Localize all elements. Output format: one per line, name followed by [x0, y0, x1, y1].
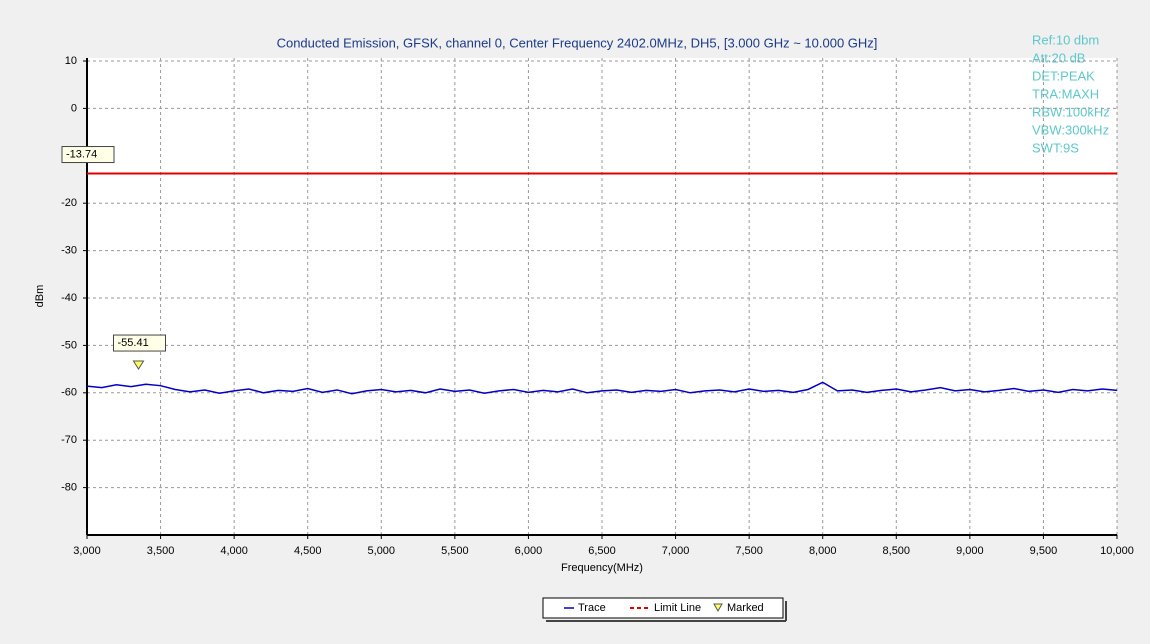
y-tick-label: -30 — [61, 245, 77, 257]
settings-text: SWT:9S — [1032, 140, 1079, 155]
y-axis-label: dBm — [34, 285, 46, 308]
limit-label: -13.74 — [66, 148, 97, 160]
y-tick-label: -80 — [61, 482, 77, 494]
x-tick-label: 6,500 — [588, 545, 616, 557]
legend-label: Limit Line — [654, 602, 701, 614]
y-tick-label: 0 — [71, 102, 77, 114]
x-tick-label: 3,000 — [73, 545, 101, 557]
settings-text: DET:PEAK — [1032, 68, 1095, 83]
settings-text: TRA:MAXH — [1032, 86, 1099, 101]
x-tick-label: 5,500 — [441, 545, 469, 557]
x-tick-label: 10,000 — [1100, 545, 1134, 557]
x-tick-label: 3,500 — [147, 545, 175, 557]
x-tick-label: 6,000 — [515, 545, 543, 557]
x-tick-label: 7,000 — [662, 545, 690, 557]
settings-text: Ref:10 dbm — [1032, 32, 1099, 47]
settings-text: VBW:300kHz — [1032, 122, 1109, 137]
x-tick-label: 4,500 — [294, 545, 322, 557]
legend-label: Trace — [578, 602, 606, 614]
legend-swatch — [713, 603, 723, 613]
legend-box — [542, 597, 784, 619]
settings-text: Att:20 dB — [1032, 50, 1085, 65]
marker — [132, 360, 145, 370]
x-tick-label: 8,000 — [809, 545, 837, 557]
x-tick-label: 4,000 — [220, 545, 248, 557]
x-tick-label: 7,500 — [735, 545, 763, 557]
x-tick-label: 5,000 — [368, 545, 396, 557]
y-tick-label: -70 — [61, 434, 77, 446]
y-tick-label: -60 — [61, 387, 77, 399]
marker-label-box — [113, 334, 166, 352]
x-axis-label: Frequency(MHz) — [561, 562, 643, 574]
legend-label: Marked — [727, 602, 764, 614]
y-tick-label: -40 — [61, 292, 77, 304]
limit-label-box — [61, 146, 115, 164]
trace-line — [86, 381, 1118, 395]
x-tick-label: 9,000 — [956, 545, 984, 557]
marker-label: -55.41 — [118, 337, 149, 349]
y-tick-label: 10 — [65, 55, 77, 67]
y-tick-label: -20 — [61, 197, 77, 209]
plot-area — [87, 58, 1117, 535]
y-tick-label: -50 — [61, 339, 77, 351]
chart-title: Conducted Emission, GFSK, channel 0, Cen… — [277, 35, 878, 50]
x-tick-label: 8,500 — [883, 545, 911, 557]
x-tick-label: 9,500 — [1030, 545, 1058, 557]
